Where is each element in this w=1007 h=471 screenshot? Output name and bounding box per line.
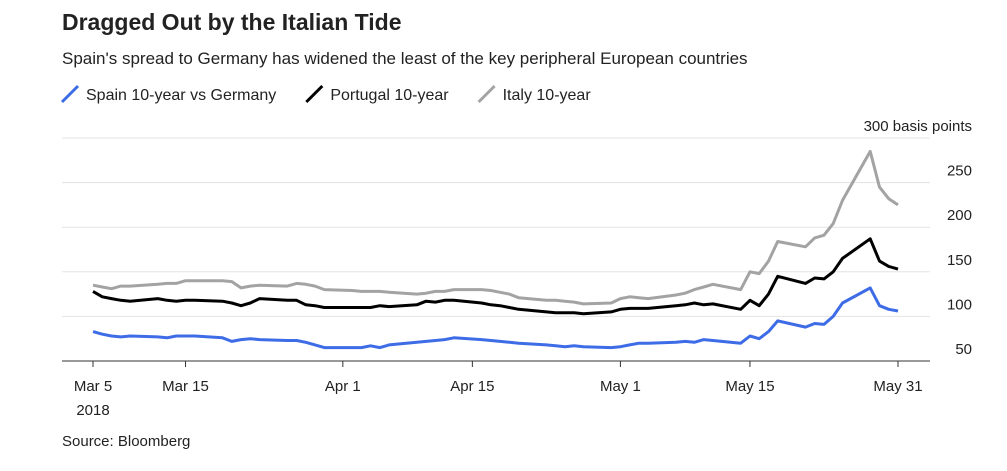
legend-label: Spain 10-year vs Germany: [86, 87, 276, 104]
x-tick-label: Apr 1: [325, 378, 361, 395]
series-line: [92, 286, 899, 350]
x-tick-label: May 31: [873, 378, 922, 395]
chart-subtitle: Spain's spread to Germany has widened th…: [62, 49, 748, 68]
y-tick-label: 50: [955, 341, 972, 358]
legend-swatch: [477, 84, 496, 104]
legend-swatch: [60, 84, 80, 104]
source: Source: Bloomberg: [62, 433, 190, 450]
legend-swatch: [305, 84, 324, 104]
y-tick-label: 150: [947, 252, 972, 269]
legend-label: Portugal 10-year: [330, 87, 449, 104]
series-line: [92, 237, 899, 316]
series-line: [92, 149, 899, 306]
x-tick-label: May 1: [600, 378, 641, 395]
x-tick-label: Mar 15: [162, 378, 209, 395]
x-tick-label: Apr 15: [450, 378, 494, 395]
y-tick-label: 250: [947, 163, 972, 180]
x-tick-label: May 15: [725, 378, 774, 395]
y-tick-label: 200: [947, 207, 972, 224]
y-tick-label: 300 basis points: [864, 118, 972, 135]
y-tick-label: 100: [947, 296, 972, 313]
chart-title: Dragged Out by the Italian Tide: [62, 9, 402, 35]
x-year-label: 2018: [76, 402, 109, 419]
x-tick-label: Mar 5: [74, 378, 112, 395]
legend-label: Italy 10-year: [503, 87, 592, 104]
